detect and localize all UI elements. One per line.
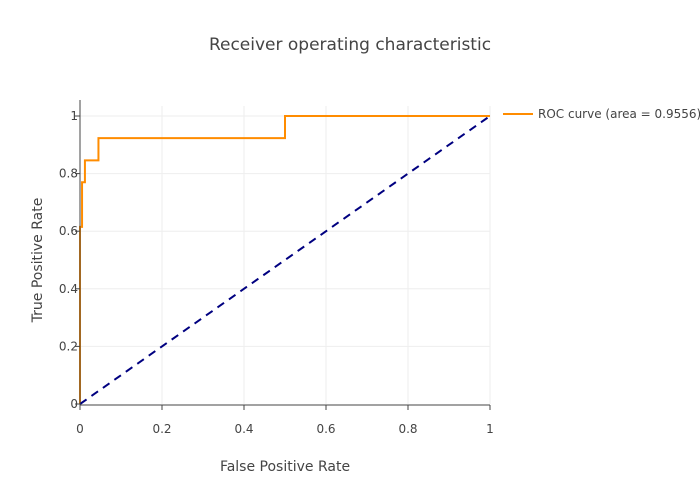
x-tick-label-5: 1	[486, 422, 494, 436]
tick-labels: 0 0.2 0.4 0.6 0.8 1 0 0.2 0.4 0.6 0.8 1	[59, 109, 494, 436]
y-tick-label-1: 0.2	[59, 339, 78, 353]
x-tick-label-3: 0.6	[316, 422, 335, 436]
legend[interactable]: ROC curve (area = 0.9556)	[503, 107, 700, 121]
x-tick-label-2: 0.4	[234, 422, 253, 436]
series-lines	[79, 115, 491, 405]
axes	[75, 100, 491, 410]
legend-label-roc: ROC curve (area = 0.9556)	[538, 107, 700, 121]
chart-title: Receiver operating characteristic	[209, 35, 491, 55]
y-tick-label-3: 0.6	[59, 224, 78, 238]
y-tick-label-2: 0.4	[59, 282, 78, 296]
x-tick-label-1: 0.2	[152, 422, 171, 436]
y-tick-label-5: 1	[70, 109, 78, 123]
x-tick-label-0: 0	[76, 422, 84, 436]
series-line-roc-curve	[79, 115, 490, 404]
x-tick-label-4: 0.8	[398, 422, 417, 436]
y-tick-label-4: 0.8	[59, 167, 78, 181]
y-tick-label-0: 0	[70, 397, 78, 411]
y-axis-title: True Positive Rate	[30, 198, 46, 324]
x-axis-title: False Positive Rate	[220, 459, 350, 475]
